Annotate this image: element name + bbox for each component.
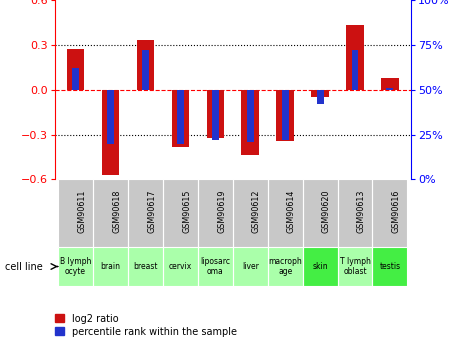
Bar [247, 90, 254, 142]
Text: GSM90619: GSM90619 [217, 189, 226, 233]
Text: GSM90618: GSM90618 [112, 189, 121, 233]
Bar [303, 247, 338, 286]
Bar [311, 90, 329, 97]
Text: GSM90613: GSM90613 [357, 189, 366, 233]
Bar [198, 179, 233, 247]
Bar [171, 90, 189, 147]
Bar [207, 90, 224, 138]
Text: breast: breast [133, 262, 158, 271]
Bar [338, 247, 372, 286]
Bar [303, 179, 338, 247]
Bar [282, 90, 289, 140]
Text: testis: testis [380, 262, 400, 271]
Bar [381, 78, 399, 90]
Text: liver: liver [242, 262, 259, 271]
Bar [241, 90, 259, 155]
Bar [387, 88, 393, 90]
Bar [233, 247, 268, 286]
Bar [268, 179, 303, 247]
Bar [128, 179, 163, 247]
Text: GSM90615: GSM90615 [182, 189, 191, 233]
Bar [303, 247, 338, 286]
Bar [93, 247, 128, 286]
Bar [316, 90, 323, 104]
Bar [198, 247, 233, 286]
Bar [346, 26, 364, 90]
Text: brain: brain [101, 262, 121, 271]
Text: skin: skin [312, 262, 328, 271]
Text: T lymph
oblast: T lymph oblast [340, 257, 370, 276]
Text: cell line: cell line [5, 262, 42, 272]
Bar [72, 68, 79, 90]
Bar [93, 179, 128, 247]
Bar [233, 179, 268, 247]
Bar [58, 179, 93, 247]
Bar [212, 90, 219, 140]
Bar [163, 247, 198, 286]
Bar [268, 247, 303, 286]
Text: liposarc
oma: liposarc oma [200, 257, 230, 276]
Bar [128, 247, 163, 286]
Bar [93, 179, 128, 247]
Bar [268, 247, 303, 286]
Bar [58, 247, 93, 286]
Bar [338, 179, 372, 247]
Bar [233, 247, 268, 286]
Legend: log2 ratio, percentile rank within the sample: log2 ratio, percentile rank within the s… [55, 314, 237, 337]
Bar [137, 40, 154, 90]
Bar [303, 179, 338, 247]
Bar [58, 179, 93, 247]
Bar [93, 247, 128, 286]
Bar [102, 90, 119, 175]
Bar [163, 247, 198, 286]
Bar [276, 90, 294, 141]
Bar [198, 179, 233, 247]
Bar [163, 179, 198, 247]
Bar [67, 49, 85, 90]
Bar [372, 247, 408, 286]
Bar [58, 247, 93, 286]
Text: macroph
age: macroph age [268, 257, 302, 276]
Bar [128, 247, 163, 286]
Text: GSM90617: GSM90617 [147, 189, 156, 233]
Text: GSM90612: GSM90612 [252, 189, 261, 233]
Bar [107, 90, 114, 144]
Bar [268, 179, 303, 247]
Bar [372, 179, 408, 247]
Bar [128, 179, 163, 247]
Bar [338, 247, 372, 286]
Bar [142, 50, 149, 90]
Bar [372, 247, 408, 286]
Bar [177, 90, 184, 144]
Text: GSM90611: GSM90611 [77, 189, 86, 233]
Bar [233, 179, 268, 247]
Bar [338, 179, 372, 247]
Bar [163, 179, 198, 247]
Text: GSM90620: GSM90620 [322, 189, 331, 233]
Text: cervix: cervix [169, 262, 192, 271]
Text: GSM90614: GSM90614 [287, 189, 296, 233]
Bar [372, 179, 408, 247]
Text: GSM90616: GSM90616 [392, 189, 401, 233]
Bar [352, 50, 359, 90]
Text: B lymph
ocyte: B lymph ocyte [60, 257, 91, 276]
Bar [198, 247, 233, 286]
